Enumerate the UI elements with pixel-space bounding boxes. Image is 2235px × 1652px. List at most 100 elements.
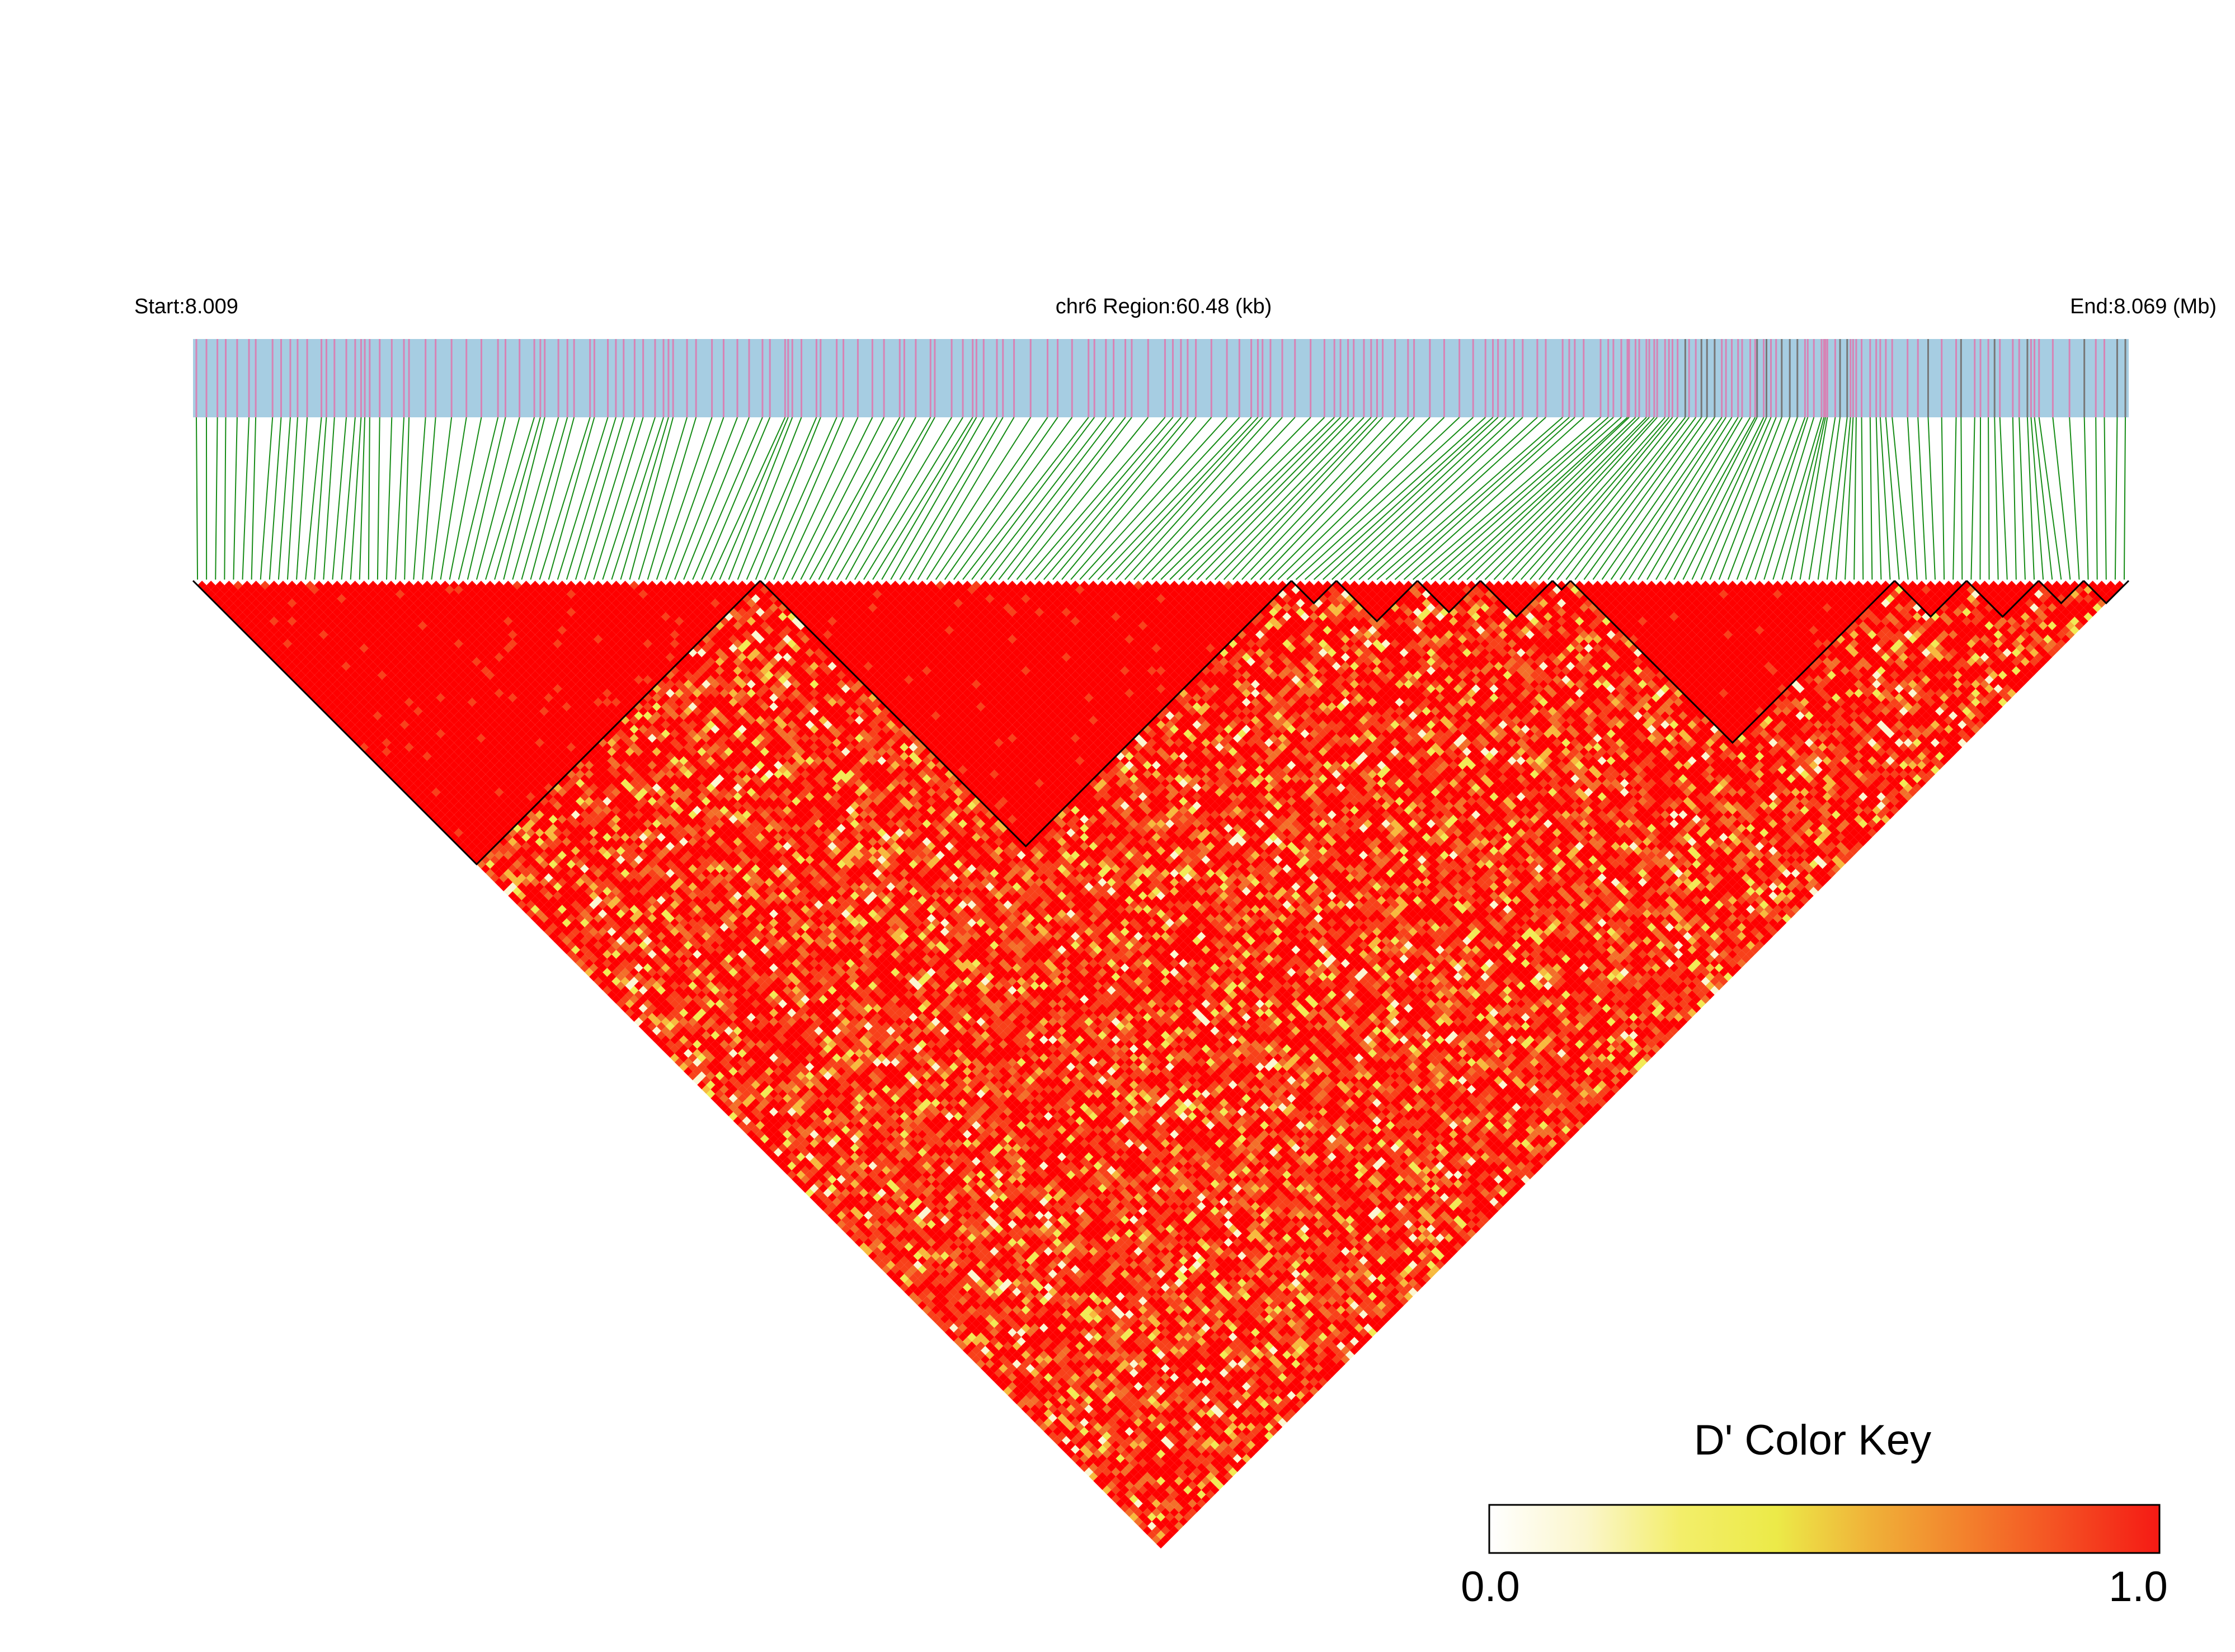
snp-connector — [1052, 417, 1188, 580]
snp-connector — [899, 417, 997, 580]
ld-cell — [778, 1143, 788, 1152]
ld-cell — [1039, 1395, 1048, 1405]
ld-cell — [553, 909, 562, 919]
ld-cell — [265, 603, 274, 613]
ld-cell — [283, 657, 293, 666]
ld-cell — [967, 1314, 977, 1324]
ld-cell — [1098, 1481, 1107, 1490]
ld-cell — [926, 1292, 936, 1301]
ld-cell — [1043, 1400, 1053, 1409]
ld-cell — [810, 1166, 819, 1175]
snp-connector — [260, 417, 274, 580]
ld-cell — [341, 698, 351, 707]
ld-cell — [1034, 1382, 1044, 1391]
snp-connector — [818, 417, 905, 580]
ld-cell — [418, 774, 427, 784]
ld-cell — [967, 1350, 977, 1360]
ld-cell — [278, 652, 288, 662]
ld-cell — [1116, 1499, 1125, 1508]
ld-cell — [679, 1044, 689, 1053]
ld-cell — [242, 616, 252, 626]
ld-cell — [1066, 1422, 1076, 1432]
ld-cell — [364, 738, 373, 747]
ld-cell — [305, 652, 315, 662]
ld-cell — [818, 1175, 828, 1184]
ld-cell — [774, 1156, 783, 1166]
ld-cell — [1052, 1409, 1062, 1418]
snp-connector — [575, 417, 624, 580]
ld-cell — [1089, 1444, 1098, 1455]
snp-connector — [1106, 417, 1259, 580]
ld-cell — [850, 1215, 859, 1225]
snp-connector — [926, 417, 1032, 580]
snp-connector — [665, 417, 724, 580]
ld-cell — [1120, 1494, 1130, 1504]
ld-cell — [801, 1156, 810, 1166]
snp-connector — [800, 417, 884, 580]
ld-cell — [850, 1206, 859, 1216]
ld-cell — [355, 729, 364, 738]
snp-connector — [944, 417, 1058, 580]
snp-connector — [1781, 417, 1825, 580]
ld-cell — [1080, 1463, 1089, 1472]
ld-cell — [981, 1345, 990, 1355]
ld-cell — [418, 783, 427, 793]
ld-cell — [958, 1305, 967, 1315]
ld-cell — [301, 684, 310, 694]
ld-cell — [774, 1147, 783, 1157]
ld-cell — [1061, 1409, 1071, 1418]
snp-connector — [413, 417, 426, 580]
ld-cell — [962, 1319, 972, 1328]
ld-cell — [359, 733, 369, 743]
ld-cell — [895, 1251, 905, 1261]
snp-connector — [1861, 417, 1864, 580]
ld-cell — [373, 747, 382, 756]
ld-cell — [396, 751, 405, 761]
snp-connector — [1088, 417, 1240, 580]
ld-cell — [976, 1323, 986, 1333]
ld-cell — [882, 1246, 891, 1256]
snp-connector — [953, 417, 1073, 580]
ld-cell — [1124, 1490, 1134, 1499]
ld-cell — [377, 724, 387, 734]
ld-cell — [1043, 1427, 1053, 1436]
ld-cell — [1043, 1418, 1053, 1427]
snp-connector — [962, 417, 1089, 580]
ld-cell — [1133, 1490, 1143, 1499]
ld-cell — [1089, 1436, 1098, 1445]
start-label: Start:8.009 — [134, 295, 238, 318]
ld-cell — [449, 797, 459, 806]
ld-cell — [1052, 1400, 1062, 1409]
ld-cell — [877, 1224, 887, 1234]
ld-cell — [787, 1161, 797, 1171]
ld-cell — [1080, 1444, 1089, 1455]
ld-cell — [845, 1193, 855, 1202]
ld-cell — [364, 729, 373, 738]
ld-cell — [215, 599, 225, 608]
snp-connector — [1927, 417, 1936, 580]
ld-cell — [895, 1278, 905, 1288]
ld-cell — [909, 1283, 918, 1292]
snp-connector — [314, 417, 327, 580]
ld-cell — [845, 1220, 855, 1229]
ld-cell — [1008, 1355, 1017, 1364]
snp-connector — [1960, 417, 1963, 580]
ld-cell — [958, 1323, 967, 1333]
ld-cell — [400, 783, 410, 793]
snp-connector — [296, 417, 308, 580]
ld-cell — [859, 1206, 868, 1216]
ld-cell — [787, 1143, 797, 1152]
ld-cell — [1165, 1512, 1175, 1522]
snp-connector — [1610, 417, 1723, 580]
snp-connector — [1691, 417, 1767, 580]
ld-cell — [274, 639, 283, 648]
snp-connector — [1988, 417, 1990, 580]
ld-cell — [499, 882, 509, 892]
ld-cell — [495, 878, 504, 887]
snp-connector — [1502, 417, 1655, 580]
ld-cell — [256, 603, 265, 613]
ld-cell — [1102, 1449, 1112, 1459]
snp-connector — [1268, 417, 1431, 580]
ld-cell — [1025, 1373, 1035, 1382]
snp-connector — [1538, 417, 1673, 580]
